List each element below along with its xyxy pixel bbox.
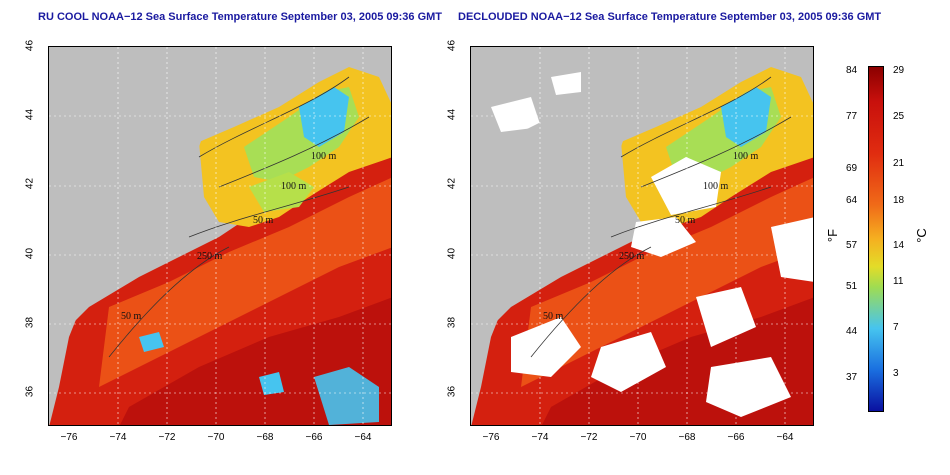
- colorbar-c-tick: 3: [893, 368, 899, 379]
- x-tick: −68: [678, 432, 696, 443]
- colorbar-c-tick: 29: [893, 65, 905, 76]
- x-tick: −76: [60, 432, 78, 443]
- y-tick: 46: [24, 39, 36, 52]
- y-tick: 36: [24, 385, 36, 398]
- y-tick: 40: [24, 247, 36, 260]
- unit-fahrenheit: °F: [825, 228, 841, 243]
- contour-label: 100 m: [281, 181, 307, 192]
- x-tick: −70: [629, 432, 647, 443]
- x-tick: −68: [256, 432, 274, 443]
- colorbar-f-tick: 51: [846, 281, 858, 292]
- y-tick: 42: [24, 177, 36, 190]
- colorbar-f-tick: 57: [846, 240, 858, 251]
- colorbar-c-tick: 18: [893, 195, 905, 206]
- contour-label: 100 m: [311, 151, 337, 162]
- contour-label: 250 m: [619, 251, 645, 262]
- colorbar-c-tick: 11: [893, 276, 904, 287]
- colorbar-f-tick: 37: [846, 372, 858, 383]
- colorbar-c-tick: 7: [893, 322, 899, 333]
- x-tick: −66: [305, 432, 323, 443]
- y-tick: 42: [446, 177, 458, 190]
- y-tick: 44: [24, 108, 36, 121]
- right-sst-map: 100 m 100 m 50 m 250 m 50 m: [470, 46, 814, 426]
- y-tick: 44: [446, 108, 458, 121]
- contour-label: 250 m: [197, 251, 223, 262]
- x-tick: −72: [580, 432, 598, 443]
- contour-label: 50 m: [121, 311, 142, 322]
- y-tick: 38: [24, 316, 36, 329]
- left-sst-map: 100 m 100 m 50 m 250 m 50 m: [48, 46, 392, 426]
- contour-label: 50 m: [675, 215, 696, 226]
- colorbar-c-tick: 25: [893, 111, 905, 122]
- x-tick: −64: [354, 432, 372, 443]
- x-tick: −74: [109, 432, 127, 443]
- y-tick: 38: [446, 316, 458, 329]
- colorbar-f-tick: 64: [846, 195, 858, 206]
- colorbar-c-tick: 14: [893, 240, 905, 251]
- temperature-colorbar: [868, 66, 884, 412]
- colorbar-c-tick: 21: [893, 158, 905, 169]
- left-panel-title: RU COOL NOAA−12 Sea Surface Temperature …: [38, 11, 443, 23]
- contour-label: 100 m: [733, 151, 759, 162]
- x-tick: −72: [158, 432, 176, 443]
- y-tick: 46: [446, 39, 458, 52]
- contour-label: 50 m: [253, 215, 274, 226]
- colorbar-f-tick: 69: [846, 163, 858, 174]
- x-tick: −64: [776, 432, 794, 443]
- contour-label: 50 m: [543, 311, 564, 322]
- colorbar-f-tick: 84: [846, 65, 858, 76]
- colorbar-f-tick: 77: [846, 111, 858, 122]
- x-tick: −76: [482, 432, 500, 443]
- contour-label: 100 m: [703, 181, 729, 192]
- unit-celsius: °C: [913, 228, 929, 243]
- y-tick: 40: [446, 247, 458, 260]
- x-tick: −74: [531, 432, 549, 443]
- colorbar-f-tick: 44: [846, 326, 858, 337]
- right-panel-title: DECLOUDED NOAA−12 Sea Surface Temperatur…: [458, 11, 882, 23]
- y-tick: 36: [446, 385, 458, 398]
- x-tick: −70: [207, 432, 225, 443]
- x-tick: −66: [727, 432, 745, 443]
